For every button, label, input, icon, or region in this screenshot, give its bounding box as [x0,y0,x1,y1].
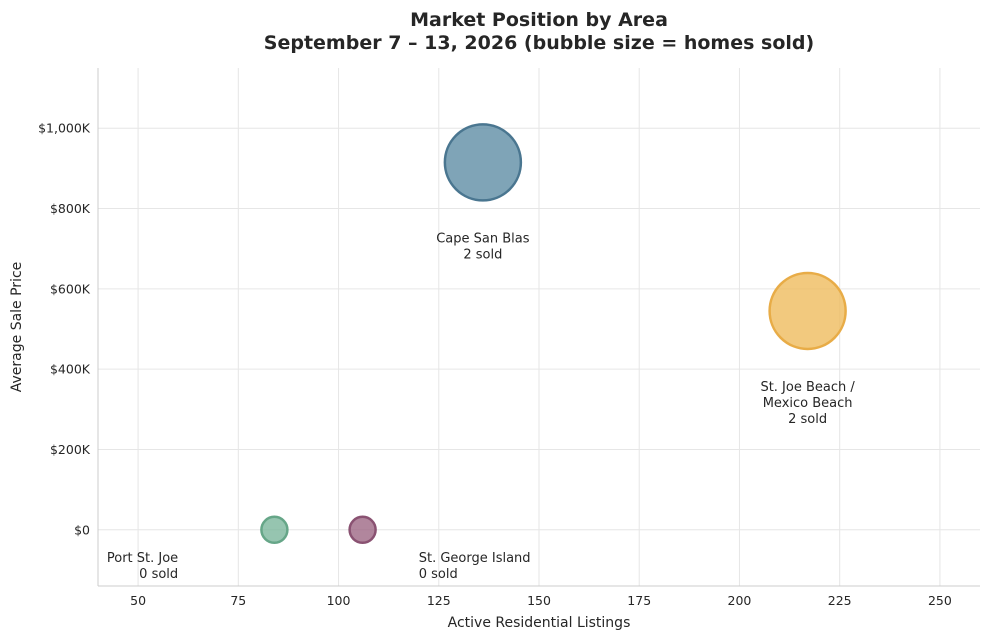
bubble-label-cape-san-blas: 2 sold [463,248,502,263]
bubble-st-joe-beach [768,271,847,351]
y-axis-label: Average Sale Price [9,262,25,393]
bubble-label-st-joe-beach: 2 sold [788,412,827,427]
grid-lines [98,68,980,586]
bubble-label-port-st-joe: Port St. Joe [107,551,178,566]
y-axis-ticks: $0 $200K $400K $600K $800K $1,000K [38,121,91,538]
x-tick-label: 50 [130,593,146,608]
x-tick-label: 250 [928,593,952,608]
x-axis-ticks: 50 75 100 125 150 175 200 225 250 [130,593,952,608]
bubble-label-st-george-island: St. George Island [419,551,531,566]
x-tick-label: 100 [327,593,351,608]
y-tick-label: $1,000K [38,121,91,136]
bubble-label-cape-san-blas: Cape San Blas [436,232,530,247]
y-tick-label: $800K [50,201,91,216]
bubble-label-st-george-island: 0 sold [419,567,458,582]
bubble-label-st-joe-beach: St. Joe Beach / [760,380,855,395]
axis-spines [97,68,980,587]
bubbles [260,123,847,545]
bubble-st-george-island [348,515,377,545]
chart-title: Market Position by Area [410,9,668,31]
bubble-label-port-st-joe: 0 sold [139,567,178,582]
x-axis-label: Active Residential Listings [448,615,631,631]
y-tick-label: $600K [50,281,91,296]
bubble-port-st-joe [260,515,289,545]
x-tick-label: 75 [230,593,246,608]
bubble-label-st-joe-beach: Mexico Beach [763,396,853,411]
y-tick-label: $400K [50,362,91,377]
x-tick-label: 150 [527,593,551,608]
x-tick-label: 125 [427,593,451,608]
y-tick-label: $200K [50,442,91,457]
x-tick-label: 225 [828,593,852,608]
x-tick-label: 175 [627,593,651,608]
y-tick-label: $0 [74,522,90,537]
bubble-cape-san-blas [443,123,523,202]
chart-subtitle: September 7 – 13, 2026 (bubble size = ho… [264,32,814,54]
x-tick-label: 200 [728,593,752,608]
